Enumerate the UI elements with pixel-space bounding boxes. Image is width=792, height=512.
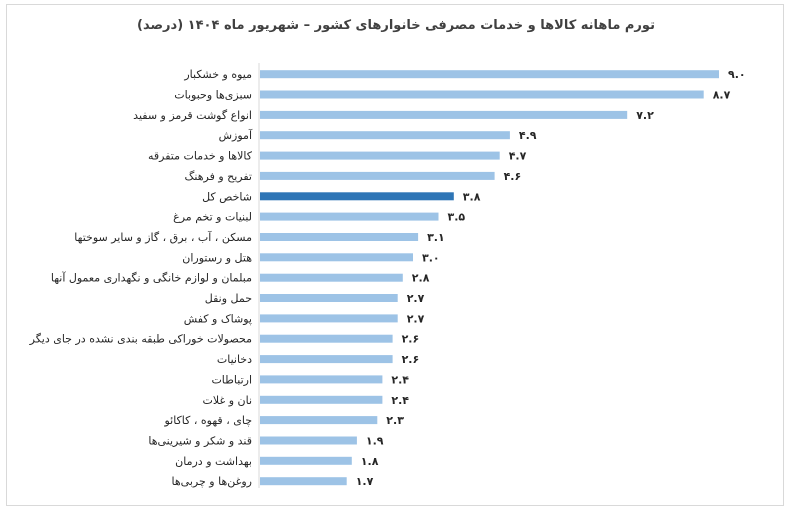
value-label: ۲.۷: [407, 312, 425, 325]
value-label: ۷.۲: [636, 109, 654, 122]
value-label: ۱.۸: [361, 455, 379, 468]
category-label: بهداشت و درمان: [175, 455, 252, 468]
category-label: کالاها و خدمات متفرقه: [148, 150, 253, 163]
bar: [260, 416, 378, 425]
value-label: ۲.۶: [402, 353, 420, 366]
value-label: ۲.۷: [407, 292, 425, 305]
category-label: آموزش: [219, 128, 253, 142]
bar: [260, 212, 439, 221]
bar: [260, 192, 454, 201]
bar: [260, 456, 352, 465]
category-label: انواع گوشت قرمز و سفید: [133, 109, 252, 122]
category-label: مسکن ، آب ، برق ، گاز و سایر سوختها: [74, 230, 252, 244]
value-label: ۲.۸: [412, 272, 430, 285]
category-label: دخانیات: [217, 353, 252, 366]
value-label: ۹.۰: [728, 68, 746, 81]
bar: [260, 477, 347, 486]
bar: [260, 436, 357, 445]
value-label: ۴.۶: [504, 170, 522, 183]
category-label: روغن‌ها و چربی‌ها: [172, 475, 252, 488]
value-label: ۳.۰: [422, 251, 440, 264]
category-label: محصولات خوراکی طبقه بندی نشده در جای دیگ…: [29, 333, 252, 346]
category-label: پوشاک و کفش: [184, 312, 252, 325]
bar: [260, 314, 398, 323]
value-label: ۲.۴: [391, 394, 409, 407]
category-label: حمل ونقل: [205, 292, 252, 305]
category-label: مبلمان و لوازم خانگی و نگهداری معمول آنه…: [51, 271, 252, 285]
value-label: ۳.۸: [463, 190, 481, 203]
value-label: ۲.۳: [386, 414, 404, 427]
category-label: ارتباطات: [211, 373, 252, 386]
category-label: تفریح و فرهنگ: [185, 170, 252, 183]
chart-title: تورم ماهانه کالاها و خدمات مصرفی خانواره…: [137, 18, 655, 33]
value-label: ۳.۱: [427, 231, 445, 244]
bar: [260, 70, 719, 79]
bar: [260, 90, 704, 99]
bar: [260, 233, 419, 241]
bar: [260, 375, 383, 384]
category-label: نان و غلات: [203, 394, 252, 407]
bar: [260, 395, 383, 404]
bar: [260, 253, 413, 262]
value-label: ۳.۵: [448, 211, 466, 224]
value-label: ۱.۹: [366, 435, 384, 448]
bar: [260, 334, 393, 343]
value-label: ۲.۴: [391, 373, 409, 386]
bar: [260, 131, 510, 140]
bar: [260, 355, 393, 364]
category-label: چای ، قهوه ، کاکائو: [163, 414, 252, 427]
category-label: هتل و رستوران: [182, 251, 252, 264]
category-label: لبنیات و تخم مرغ: [173, 211, 252, 224]
category-label: سبزی‌ها وحبوبات: [174, 89, 252, 102]
value-label: ۱.۷: [356, 475, 374, 488]
category-label: شاخص کل: [202, 190, 252, 203]
bar: [260, 151, 500, 160]
value-label: ۸.۷: [713, 89, 731, 102]
value-label: ۲.۶: [402, 333, 420, 346]
bar: [260, 273, 403, 282]
category-label: میوه و خشکبار: [183, 68, 252, 81]
category-label: قند و شکر و شیرینی‌ها: [148, 435, 252, 448]
bar: [260, 171, 495, 180]
value-label: ۴.۹: [519, 129, 537, 142]
bar: [260, 110, 628, 119]
value-label: ۴.۷: [509, 150, 527, 163]
bar: [260, 294, 398, 302]
